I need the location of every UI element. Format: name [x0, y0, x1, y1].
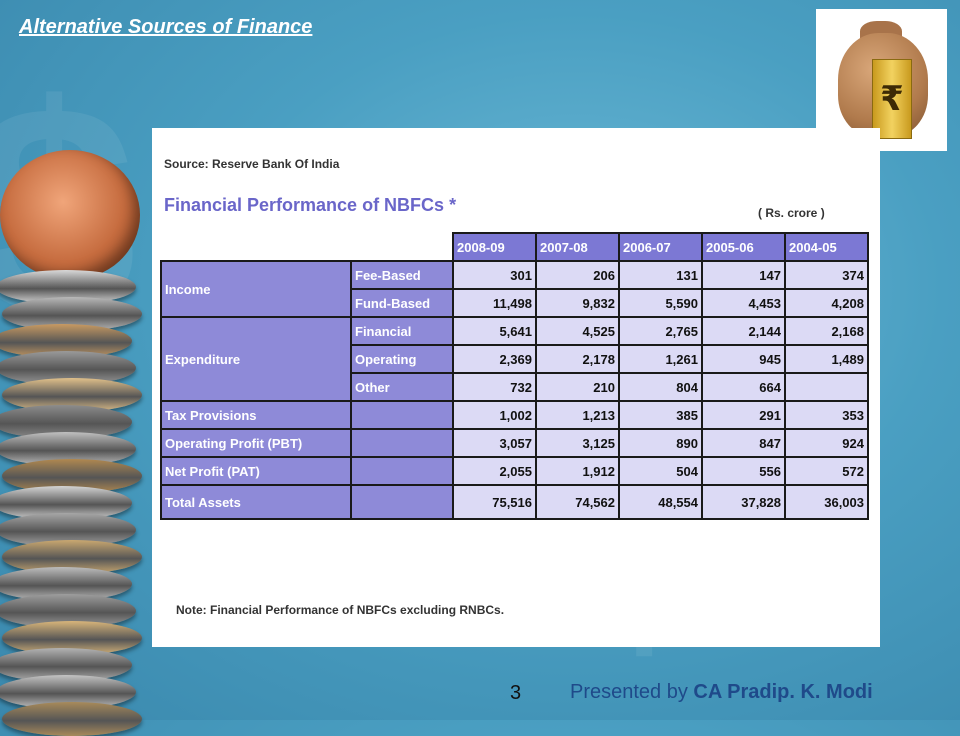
value-cell: 206	[535, 260, 620, 290]
value-cell: 556	[701, 456, 786, 486]
value-cell: 1,261	[618, 344, 703, 374]
presenter-credit: Presented by CA Pradip. K. Modi	[570, 681, 873, 704]
value-cell: 36,003	[784, 484, 869, 520]
subcategory-cell: Fund-Based	[350, 288, 454, 318]
subcategory-cell	[350, 400, 454, 430]
value-cell: 5,590	[618, 288, 703, 318]
blank-cell	[161, 233, 351, 261]
value-cell: 374	[784, 260, 869, 290]
category-cell: Tax Provisions	[160, 400, 352, 430]
copper-coin-icon	[0, 150, 140, 280]
subcategory-cell	[350, 456, 454, 486]
table-row: Net Profit (PAT) 2,055 1,912 504 556 572	[160, 456, 869, 486]
subcategory-cell	[350, 428, 454, 458]
year-header: 2008-09	[452, 232, 537, 262]
table-row: Income Fee-Based 301 206 131 147 374	[160, 260, 869, 318]
value-cell: 1,489	[784, 344, 869, 374]
blank-cell	[351, 233, 453, 261]
value-cell: 664	[701, 372, 786, 402]
subcategory-cell: Operating	[350, 344, 454, 374]
year-header: 2004-05	[784, 232, 869, 262]
category-cell: Operating Profit (PBT)	[160, 428, 352, 458]
financial-performance-table: 2008-09 2007-08 2006-07 2005-06 2004-05 …	[160, 232, 869, 520]
value-cell: 2,369	[452, 344, 537, 374]
value-cell: 4,525	[535, 316, 620, 346]
value-cell: 301	[452, 260, 537, 290]
value-cell: 131	[618, 260, 703, 290]
value-cell: 3,125	[535, 428, 620, 458]
category-cell: Net Profit (PAT)	[160, 456, 352, 486]
category-cell: Income	[160, 260, 352, 318]
stacked-coin-icon	[2, 702, 142, 736]
value-cell: 385	[618, 400, 703, 430]
subcategory-cell: Financial	[350, 316, 454, 346]
value-cell: 804	[618, 372, 703, 402]
presenter-name: CA Pradip. K. Modi	[693, 681, 873, 703]
year-header: 2007-08	[535, 232, 620, 262]
table-header-row: 2008-09 2007-08 2006-07 2005-06 2004-05	[161, 232, 869, 262]
category-cell: Total Assets	[160, 484, 352, 520]
year-header: 2006-07	[618, 232, 703, 262]
page-number: 3	[510, 682, 522, 704]
rupee-symbol-icon: ₹	[872, 59, 912, 139]
value-cell: 4,208	[784, 288, 869, 318]
table-row: Tax Provisions 1,002 1,213 385 291 353	[160, 400, 869, 430]
slide-title: Alternative Sources of Finance	[19, 16, 313, 38]
subcategory-cell: Fee-Based	[350, 260, 454, 290]
coin-stack-image	[0, 150, 150, 736]
table-row: Operating 2,369 2,178 1,261 945 1,489	[161, 344, 869, 374]
value-cell: 147	[701, 260, 786, 290]
value-cell: 572	[784, 456, 869, 486]
source-label: Source: Reserve Bank Of India	[164, 157, 340, 171]
value-cell: 48,554	[618, 484, 703, 520]
subcategory-cell	[350, 484, 454, 520]
value-cell: 5,641	[452, 316, 537, 346]
table-row: Operating Profit (PBT) 3,057 3,125 890 8…	[160, 428, 869, 458]
value-cell: 3,057	[452, 428, 537, 458]
value-cell: 890	[618, 428, 703, 458]
value-cell: 732	[452, 372, 537, 402]
year-header: 2005-06	[701, 232, 786, 262]
money-bag-image: ₹	[816, 9, 947, 151]
unit-label: ( Rs. crore )	[758, 206, 825, 220]
table-title: Financial Performance of NBFCs *	[164, 195, 457, 215]
table-row: Fund-Based 11,498 9,832 5,590 4,453 4,20…	[161, 288, 869, 318]
value-cell: 2,168	[784, 316, 869, 346]
value-cell: 75,516	[452, 484, 537, 520]
value-cell: 2,144	[701, 316, 786, 346]
value-cell: 291	[701, 400, 786, 430]
value-cell: 847	[701, 428, 786, 458]
table-card: Source: Reserve Bank Of India Financial …	[152, 128, 880, 647]
presenter-prefix: Presented by	[570, 681, 694, 703]
value-cell: 2,765	[618, 316, 703, 346]
value-cell	[784, 372, 869, 402]
value-cell: 74,562	[535, 484, 620, 520]
value-cell: 1,002	[452, 400, 537, 430]
value-cell: 504	[618, 456, 703, 486]
value-cell: 945	[701, 344, 786, 374]
value-cell: 924	[784, 428, 869, 458]
table-note: Note: Financial Performance of NBFCs exc…	[176, 603, 505, 617]
value-cell: 210	[535, 372, 620, 402]
value-cell: 1,213	[535, 400, 620, 430]
value-cell: 353	[784, 400, 869, 430]
value-cell: 4,453	[701, 288, 786, 318]
table-row: Other 732 210 804 664	[161, 372, 869, 402]
value-cell: 1,912	[535, 456, 620, 486]
subcategory-cell: Other	[350, 372, 454, 402]
table-row: Expenditure Financial 5,641 4,525 2,765 …	[160, 316, 869, 402]
value-cell: 2,178	[535, 344, 620, 374]
table-row: Total Assets 75,516 74,562 48,554 37,828…	[160, 484, 869, 520]
category-cell: Expenditure	[160, 316, 352, 402]
value-cell: 37,828	[701, 484, 786, 520]
value-cell: 2,055	[452, 456, 537, 486]
value-cell: 9,832	[535, 288, 620, 318]
value-cell: 11,498	[452, 288, 537, 318]
